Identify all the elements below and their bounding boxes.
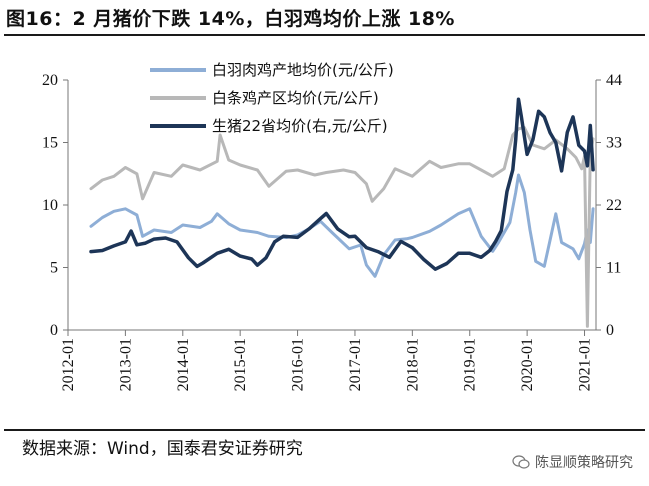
right-tick-label: 11 xyxy=(606,260,621,277)
x-tick-label: 2018-01 xyxy=(404,338,421,391)
left-tick-label: 15 xyxy=(42,135,58,152)
right-y-axis: 0 11 22 33 44 xyxy=(596,72,622,339)
series-line-2 xyxy=(89,126,595,328)
x-tick-label: 2019-01 xyxy=(462,338,479,391)
x-tick-label: 2021-01 xyxy=(577,338,594,391)
x-tick-label: 2015-01 xyxy=(232,338,249,391)
figure-title: 图16：2 月猪价下跌 14%，白羽鸡均价上涨 18% xyxy=(6,8,455,30)
wechat-icon xyxy=(512,455,530,469)
left-tick-label: 20 xyxy=(42,72,58,89)
legend-label: 白羽肉鸡产地均价(元/公斤) xyxy=(212,61,394,79)
left-tick-label: 5 xyxy=(50,260,58,277)
x-tick-label: 2017-01 xyxy=(347,338,364,391)
series-line-3 xyxy=(89,97,595,271)
top-divider xyxy=(4,34,645,36)
bottom-divider xyxy=(4,429,645,431)
x-tick-label: 2012-01 xyxy=(60,338,77,391)
series-line-1 xyxy=(89,173,595,278)
x-tick-label: 2013-01 xyxy=(117,338,134,391)
right-tick-label: 22 xyxy=(606,197,622,214)
legend: 白羽肉鸡产地均价(元/公斤) 白条鸡产区均价(元/公斤) 生猪22省均价(右,元/公… xyxy=(150,61,394,135)
x-tick-label: 2020-01 xyxy=(519,338,536,391)
watermark: 陈显顺策略研究 xyxy=(512,452,633,472)
legend-label: 生猪22省均价(右,元/公斤) xyxy=(212,117,388,135)
right-tick-label: 33 xyxy=(606,135,622,152)
x-tick-label: 2016-01 xyxy=(290,338,307,391)
left-tick-label: 0 xyxy=(50,322,58,339)
left-y-axis: 0 5 10 15 20 xyxy=(42,72,68,339)
left-tick-label: 10 xyxy=(42,197,58,214)
watermark-text: 陈显顺策略研究 xyxy=(535,455,633,471)
legend-label: 白条鸡产区均价(元/公斤) xyxy=(212,89,379,107)
right-tick-label: 0 xyxy=(606,322,614,339)
source-note: 数据来源：Wind，国泰君安证券研究 xyxy=(22,439,303,459)
x-axis: 2012-01 2013-01 2014-01 2015-01 2016-01 2017-… xyxy=(60,330,594,391)
x-tick-label: 2014-01 xyxy=(175,338,192,391)
right-tick-label: 44 xyxy=(606,72,622,89)
series-lines xyxy=(89,97,595,328)
